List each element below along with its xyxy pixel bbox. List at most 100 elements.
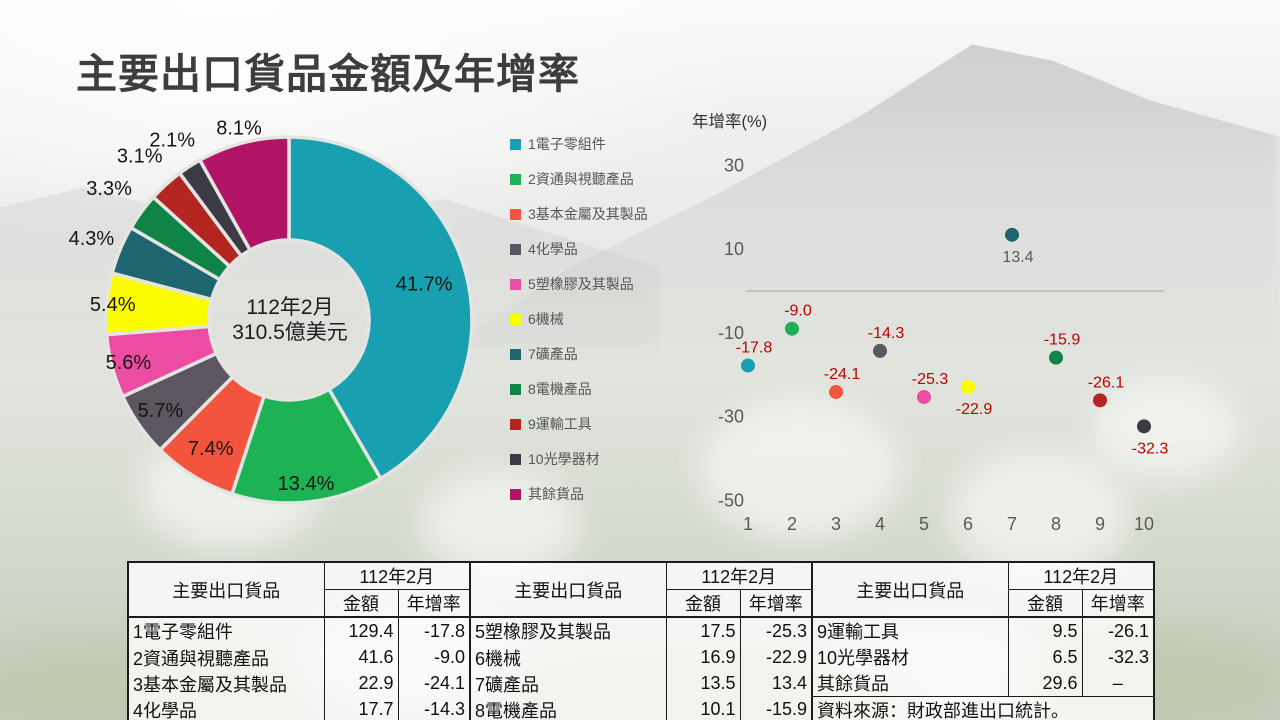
pie-slice-label-7: 4.3% bbox=[69, 228, 115, 250]
donut-chart-svg: 41.7% 13.4% 7.4%5.7% 5.6% 5.4% 4.3% 3.3% 3.1%2.… bbox=[69, 117, 474, 505]
cell-amount: 129.4 bbox=[348, 620, 394, 641]
scatter-point-4 bbox=[873, 343, 887, 358]
legend-item-label: 1電子零組件 bbox=[528, 136, 606, 152]
legend-item-label: 7礦產品 bbox=[528, 346, 578, 362]
scatter-point-9 bbox=[1093, 393, 1107, 408]
col-header-amount: 金額 bbox=[324, 589, 398, 619]
cell-amount: 6.5 bbox=[1052, 646, 1078, 667]
pie-slice-label-10: 2.1% bbox=[149, 130, 195, 152]
cell-amount: 9.5 bbox=[1052, 620, 1078, 641]
y-tick-label: -30 bbox=[718, 407, 744, 427]
y-tick-label: 30 bbox=[724, 155, 744, 175]
cell-product-name: 7礦產品 bbox=[470, 670, 667, 697]
y-tick-label: 10 bbox=[724, 239, 744, 259]
col-header-period: 112年2月 bbox=[666, 562, 812, 591]
cell-growth-rate: -25.3 bbox=[739, 617, 812, 645]
legend-item-4: 4化學品 bbox=[510, 240, 648, 258]
legend-swatch-icon bbox=[510, 348, 521, 360]
legend-item-label: 5塑橡膠及其製品 bbox=[528, 276, 634, 292]
scatter-point-label-6: -22.9 bbox=[956, 401, 993, 418]
legend-item-1: 1電子零組件 bbox=[510, 135, 648, 153]
scatter-point-label-1: -17.8 bbox=[736, 340, 773, 357]
pie-slice-label-8: 3.3% bbox=[86, 178, 132, 200]
legend-swatch-icon bbox=[510, 173, 521, 185]
x-tick-label: 2 bbox=[787, 514, 797, 534]
legend-item-label: 其餘貨品 bbox=[528, 486, 584, 502]
legend-item-8: 8電機產品 bbox=[510, 380, 648, 398]
donut-chart: 41.7% 13.4% 7.4% 5.7% 5.6% 5.4% 4.3% 3.3% 3.1% 2.… bbox=[55, 95, 480, 520]
table-row: 8電機產品 10.1 -15.9 bbox=[470, 696, 812, 720]
scatter-point-1 bbox=[741, 358, 755, 373]
scatter-point-label-3: -24.1 bbox=[824, 366, 861, 383]
cell-product-name: 10光學器材 bbox=[812, 644, 1009, 670]
x-tick-label: 10 bbox=[1134, 514, 1154, 534]
scatter-point-label-2: -9.0 bbox=[784, 303, 812, 320]
cell-product-name: 3基本金屬及其製品 bbox=[128, 670, 325, 697]
table-row: 1電子零組件 129.4 -17.8 bbox=[128, 617, 470, 645]
y-tick-label: -50 bbox=[718, 491, 744, 511]
legend-item-label: 8電機產品 bbox=[528, 381, 592, 397]
donut-center-period: 112年2月 bbox=[246, 296, 334, 319]
legend-item-6: 6機械 bbox=[510, 310, 648, 328]
cell-product-name: 其餘貨品 bbox=[812, 670, 1009, 697]
legend-item-label: 10光學器材 bbox=[528, 451, 600, 467]
pie-slice-label-6: 5.4% bbox=[90, 294, 136, 316]
pie-slice-label-4: 5.7% bbox=[138, 400, 184, 422]
pie-slice-label-1: 41.7% bbox=[396, 274, 453, 296]
scatter-point-label-5: -25.3 bbox=[912, 371, 949, 388]
scatter-point-8 bbox=[1049, 350, 1063, 365]
x-tick-label: 9 bbox=[1095, 514, 1105, 534]
export-data-table: 主要出口貨品 112年2月 金額 年增率 1電子零組件 129.4 -17.8 2資通與視聽產… bbox=[127, 561, 1155, 720]
export-table-section-2: 主要出口貨品 112年2月 金額 年增率 5塑橡膠及其製品 17.5 -25.3 6機械 16.… bbox=[469, 561, 813, 720]
col-header-amount: 金額 bbox=[666, 589, 740, 619]
legend-item-label: 4化學品 bbox=[528, 241, 578, 257]
legend-item-5: 5塑橡膠及其製品 bbox=[510, 275, 648, 293]
source-note: 資料來源：財政部進出口統計。 bbox=[812, 696, 1154, 720]
cell-amount: 17.7 bbox=[358, 699, 394, 720]
cell-growth-rate: -24.1 bbox=[397, 670, 470, 697]
donut-center-label: 112年2月 310.5億美元 bbox=[154, 295, 426, 345]
table-row: 10光學器材 6.5 -32.3 bbox=[812, 644, 1154, 670]
legend-swatch-icon bbox=[510, 453, 521, 465]
legend-item-label: 9運輸工具 bbox=[528, 416, 592, 432]
x-tick-label: 3 bbox=[831, 514, 841, 534]
x-tick-label: 4 bbox=[875, 514, 885, 534]
legend-item-label: 2資通與視聽產品 bbox=[528, 171, 634, 187]
cell-product-name: 1電子零組件 bbox=[128, 617, 325, 645]
cell-growth-rate: -14.3 bbox=[397, 696, 470, 720]
col-header-period: 112年2月 bbox=[324, 562, 470, 591]
legend-swatch-icon bbox=[510, 488, 521, 500]
scatter-point-label-8: -15.9 bbox=[1044, 332, 1081, 349]
cell-growth-rate: -32.3 bbox=[1081, 644, 1154, 670]
cell-growth-rate: 13.4 bbox=[739, 670, 812, 697]
pie-slice-label-9: 3.1% bbox=[117, 146, 163, 168]
legend-swatch-icon bbox=[510, 383, 521, 395]
cell-growth-rate: -15.9 bbox=[739, 696, 812, 720]
table-row: 其餘貨品 29.6– bbox=[812, 670, 1154, 697]
table-row: 3基本金屬及其製品 22.9 -24.1 bbox=[128, 670, 470, 697]
cell-growth-rate: – bbox=[1081, 670, 1154, 697]
cell-growth-rate: -22.9 bbox=[739, 644, 812, 671]
pie-slice-11 bbox=[198, 135, 291, 252]
table-row: 5塑橡膠及其製品 17.5 -25.3 bbox=[470, 617, 812, 645]
cell-product-name: 6機械 bbox=[470, 644, 667, 671]
cell-amount: 17.5 bbox=[700, 620, 736, 641]
scatter-point-7 bbox=[1005, 227, 1019, 242]
cell-product-name: 8電機產品 bbox=[470, 696, 667, 720]
col-header-amount: 金額 bbox=[1008, 589, 1082, 618]
table-row: 4化學品 17.7 -14.3 bbox=[128, 696, 470, 720]
scatter-point-label-4: -14.3 bbox=[868, 325, 905, 342]
legend-item-3: 3基本金屬及其製品 bbox=[510, 205, 648, 223]
x-tick-label: 7 bbox=[1007, 514, 1017, 534]
scatter-point-label-9: -26.1 bbox=[1088, 374, 1125, 391]
legend-swatch-icon bbox=[510, 313, 521, 325]
legend-swatch-icon bbox=[510, 278, 521, 290]
cell-amount: 16.9 bbox=[700, 647, 736, 668]
chart-legend: 1電子零組件 2資通與視聽產品 3基本金屬及其製品 4化學品 5塑橡膠及其製品 6機械 7礦… bbox=[510, 135, 648, 503]
scatter-point-label-10: -32.3 bbox=[1132, 440, 1169, 457]
scatter-point-6 bbox=[961, 379, 975, 394]
legend-item-9: 9運輸工具 bbox=[510, 415, 648, 433]
legend-item-label: 6機械 bbox=[528, 311, 564, 327]
cell-amount: 13.5 bbox=[700, 673, 736, 694]
export-table-section-1: 主要出口貨品 112年2月 金額 年增率 1電子零組件 129.4 -17.8 2資通與視聽產… bbox=[127, 561, 471, 720]
